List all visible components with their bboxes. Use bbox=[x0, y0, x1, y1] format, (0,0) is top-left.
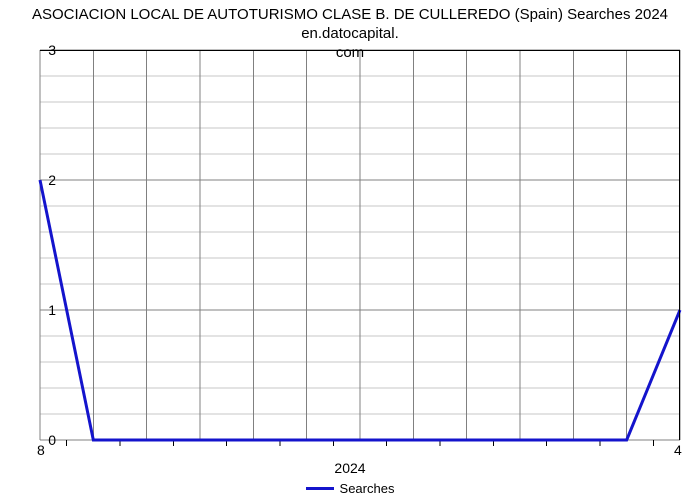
x-left-label: 8 bbox=[37, 442, 45, 458]
legend-label: Searches bbox=[340, 481, 395, 496]
x-right-label: 4 bbox=[674, 442, 682, 458]
legend-swatch bbox=[306, 487, 334, 490]
y-tick-label: 2 bbox=[48, 172, 56, 188]
chart-container: ASOCIACION LOCAL DE AUTOTURISMO CLASE B.… bbox=[0, 0, 700, 500]
y-tick-label: 0 bbox=[48, 432, 56, 448]
x-axis-title: 2024 bbox=[0, 460, 700, 476]
legend: Searches bbox=[0, 480, 700, 496]
y-tick-label: 3 bbox=[48, 42, 56, 58]
plot-border bbox=[40, 50, 680, 440]
y-tick-label: 1 bbox=[48, 302, 56, 318]
plot-area bbox=[40, 50, 680, 440]
title-line-1: ASOCIACION LOCAL DE AUTOTURISMO CLASE B.… bbox=[32, 6, 668, 42]
